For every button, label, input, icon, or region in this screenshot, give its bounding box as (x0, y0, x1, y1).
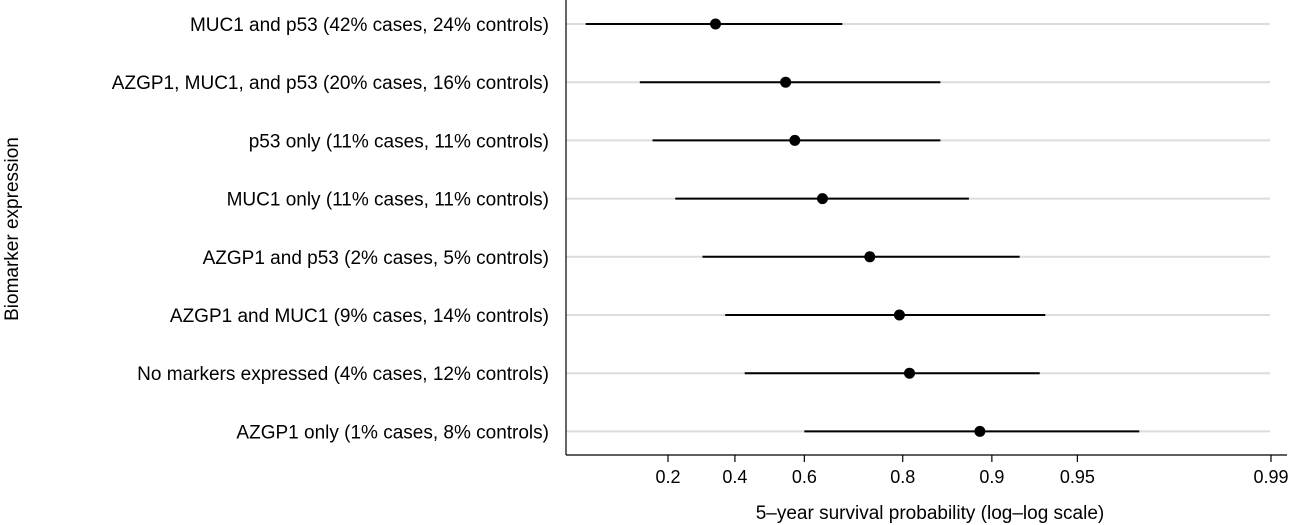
point-estimate (893, 309, 905, 321)
point-estimate (904, 367, 916, 379)
x-axis-ticks: 0.2 0.4 0.6 0.8 0.9 0.95 0.99 (655, 455, 1289, 487)
x-tick-label: 0.95 (1060, 467, 1095, 487)
point-estimate (864, 251, 876, 263)
point-estimate (710, 18, 722, 30)
category-label: MUC1 and p53 (42% cases, 24% controls) (190, 15, 549, 36)
x-axis-title: 5–year survival probability (log–log sca… (756, 503, 1105, 524)
category-label: AZGP1 and p53 (2% cases, 5% controls) (203, 248, 549, 269)
point-estimate (974, 425, 986, 437)
category-label: AZGP1 and MUC1 (9% cases, 14% controls) (170, 306, 549, 327)
point-estimates (710, 18, 986, 437)
y-axis-title: Biomarker expression (2, 137, 23, 321)
x-tick-label: 0.9 (979, 467, 1004, 487)
category-labels: MUC1 and p53 (42% cases, 24% controls) AZ… (112, 15, 549, 443)
category-label: AZGP1 only (1% cases, 8% controls) (236, 422, 549, 443)
category-label: p53 only (11% cases, 11% controls) (249, 131, 549, 152)
category-label: AZGP1, MUC1, and p53 (20% cases, 16% con… (112, 73, 549, 94)
x-tick-label: 0.6 (792, 467, 817, 487)
point-estimate (780, 76, 792, 88)
category-label: No markers expressed (4% cases, 12% cont… (137, 364, 549, 385)
x-tick-label: 0.99 (1253, 467, 1288, 487)
x-tick-label: 0.8 (890, 467, 915, 487)
category-label: MUC1 only (11% cases, 11% controls) (227, 190, 549, 211)
point-estimate (789, 134, 801, 146)
gridlines (566, 23, 1270, 433)
x-tick-label: 0.4 (722, 467, 747, 487)
point-estimate (816, 193, 828, 205)
x-tick-label: 0.2 (655, 467, 680, 487)
confidence-intervals (585, 23, 1140, 433)
